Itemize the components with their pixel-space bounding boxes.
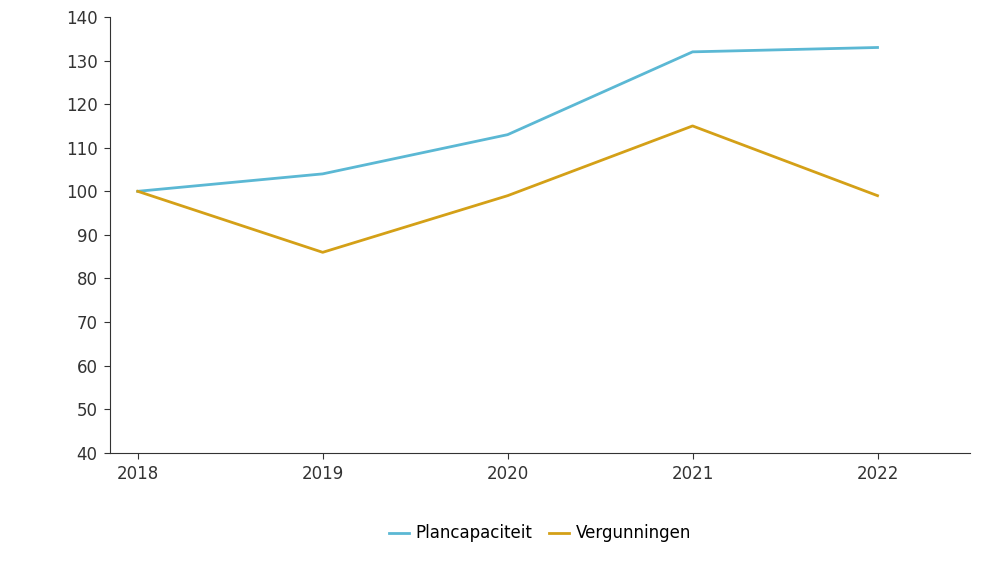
Legend: Plancapaciteit, Vergunningen: Plancapaciteit, Vergunningen <box>382 518 698 549</box>
